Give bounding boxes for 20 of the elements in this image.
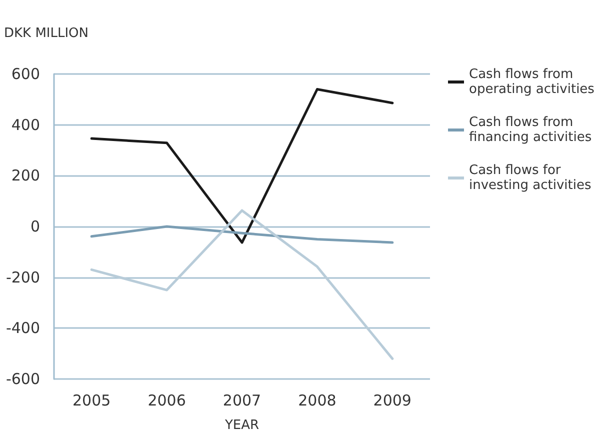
- y-tick-label: -600: [6, 370, 40, 388]
- legend-label: Cash flows for investing activities: [469, 163, 592, 193]
- y-tick-label: 200: [11, 166, 40, 185]
- x-tick-label: 2007: [222, 392, 262, 410]
- y-axis-title: DKK MILLION: [4, 26, 89, 41]
- y-tick-label: -200: [6, 268, 40, 286]
- x-axis-title: YEAR: [224, 418, 260, 433]
- x-tick-label: 2009: [373, 392, 412, 410]
- y-tick-label: 0: [30, 218, 40, 236]
- line-series: [90, 209, 394, 360]
- y-tick-label: -400: [6, 319, 40, 338]
- x-tick-label: 2006: [148, 392, 186, 410]
- line-series: [90, 225, 394, 244]
- y-tick-label: 400: [11, 116, 40, 134]
- legend-label: Cash flows from financing activities: [469, 115, 592, 145]
- legend-label: Cash flows from operating activities: [469, 67, 595, 97]
- x-tick-label: 2008: [298, 392, 336, 410]
- y-tick-label: 600: [11, 65, 40, 83]
- line-series: [90, 88, 394, 244]
- x-tick-label: 2005: [72, 392, 111, 410]
